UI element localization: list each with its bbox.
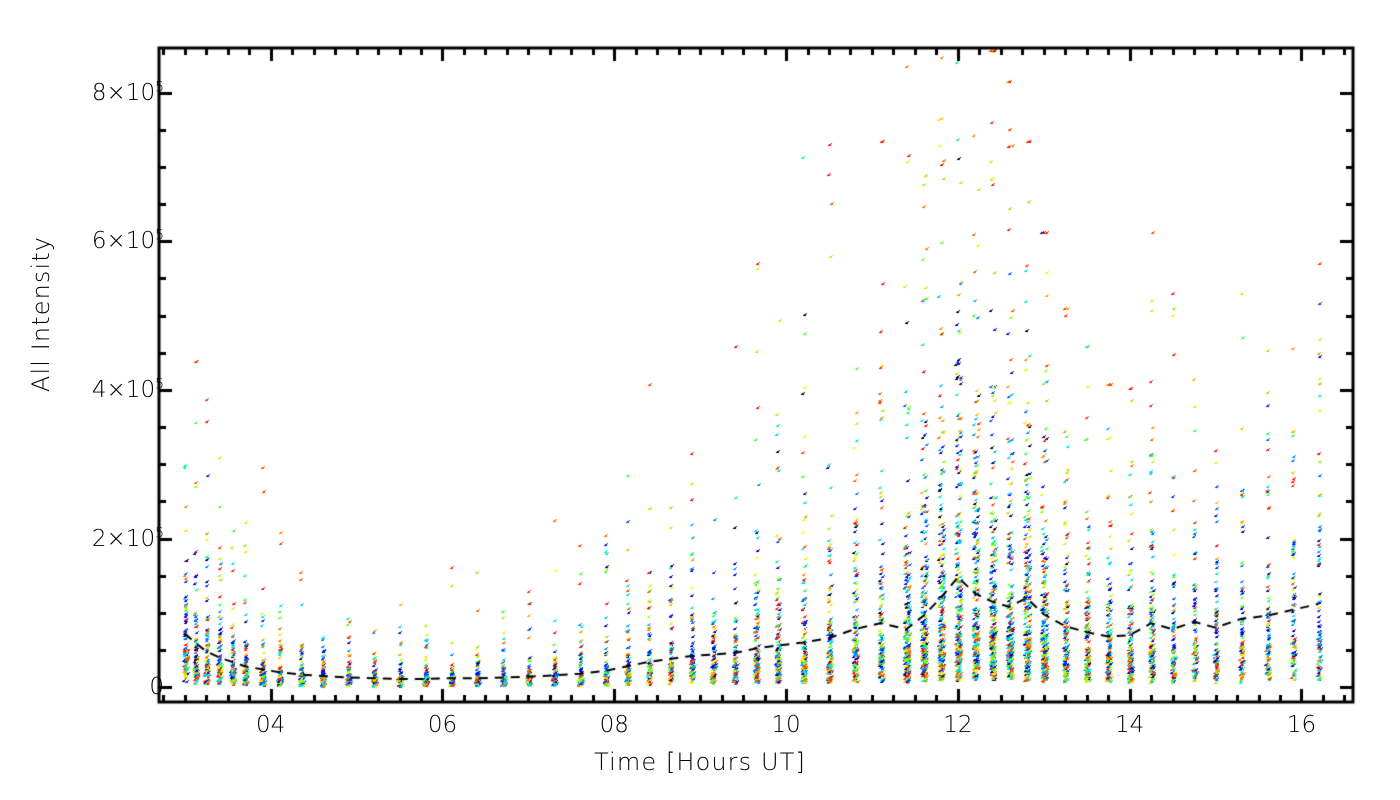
x-tick-label: 10	[771, 712, 801, 738]
y-tick-label: 4×105	[91, 376, 164, 403]
x-tick-label: 16	[1286, 712, 1317, 738]
plot-area[interactable]	[159, 48, 1353, 702]
x-axis-title: Time [Hours UT]	[594, 748, 806, 776]
x-tick-label: 04	[256, 712, 286, 738]
x-tick-label: 08	[599, 712, 629, 738]
y-tick-label: 2×105	[91, 524, 164, 552]
y-tick-label: 6×105	[91, 227, 164, 255]
y-tick-label: 8×105	[91, 78, 164, 106]
x-tick-label: 12	[943, 712, 973, 738]
y-tick-label: 0	[149, 674, 164, 701]
x-tick-label: 06	[427, 712, 458, 738]
y-axis-title: All Intensity	[27, 235, 55, 393]
x-tick-label: 14	[1115, 712, 1145, 738]
